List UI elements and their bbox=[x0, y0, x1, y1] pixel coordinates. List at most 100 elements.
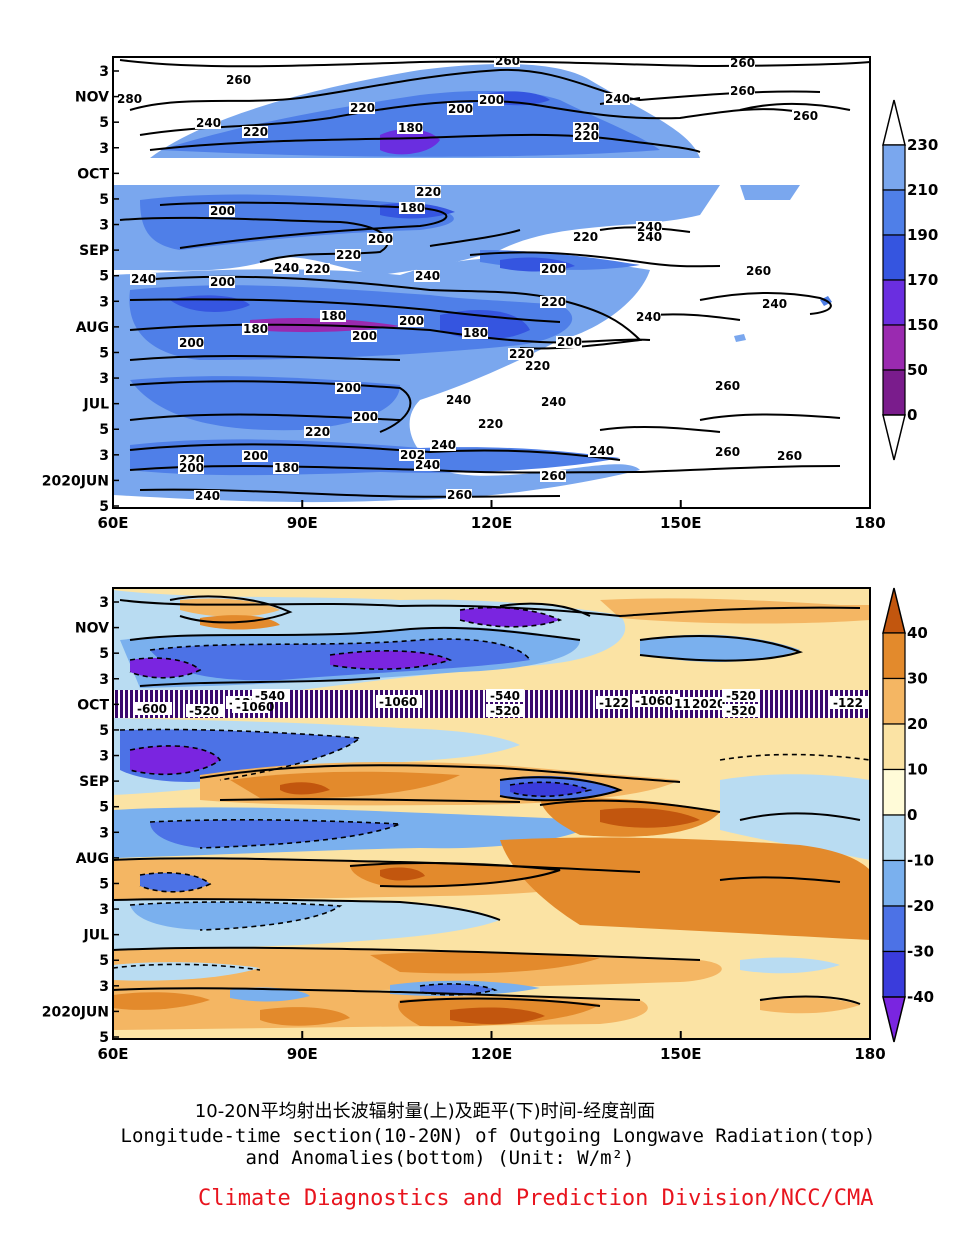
colorbar-label: 0 bbox=[907, 806, 917, 824]
contour-label: 260 bbox=[715, 445, 740, 459]
contour-label: 200 bbox=[448, 102, 473, 116]
contour-label: 240 bbox=[762, 297, 787, 311]
contour-label: 180 bbox=[463, 326, 488, 340]
colorbar-label: -20 bbox=[907, 897, 934, 915]
y-tick-label: SEP bbox=[79, 243, 109, 259]
contour-label: 220 bbox=[305, 262, 330, 276]
y-tick-label: 3 bbox=[99, 979, 109, 995]
contour-label: 202 bbox=[400, 448, 425, 462]
contour-label: 260 bbox=[447, 488, 472, 502]
y-tick-label: 5 bbox=[99, 646, 109, 662]
contour-label: 200 bbox=[541, 262, 566, 276]
contour-label: -1060 bbox=[236, 700, 274, 714]
contour-label: -1060 bbox=[379, 695, 417, 709]
contour-label: 200 bbox=[336, 381, 361, 395]
contour-label: 240 bbox=[589, 444, 614, 458]
contour-label: 240 bbox=[636, 310, 661, 324]
contour-label: 200 bbox=[179, 336, 204, 350]
contour-label: -540 bbox=[490, 689, 520, 703]
y-tick-label: 3 bbox=[99, 825, 109, 841]
top-contour-labels: 260 260 260 280 260 240 220 200 200 180 … bbox=[115, 54, 818, 503]
top-y-axis: 3 NOV 5 3 OCT 5 3 SEP 5 3 AUG 5 3 JUL 5 3 2020JUN 5 bbox=[42, 64, 119, 515]
colorbar-label: -30 bbox=[907, 943, 934, 961]
contour-label: -122 bbox=[833, 696, 863, 710]
x-tick-label: 180 bbox=[854, 514, 885, 532]
contour-label: 200 bbox=[179, 461, 204, 475]
top-shading bbox=[113, 64, 870, 503]
y-tick-label: 5 bbox=[99, 1030, 109, 1046]
contour-label: 240 bbox=[196, 116, 221, 130]
y-tick-label: AUG bbox=[76, 851, 109, 867]
contour-label: -520 bbox=[189, 704, 219, 718]
colorbar-label: 30 bbox=[907, 670, 928, 688]
y-tick-label: NOV bbox=[75, 90, 109, 106]
bottom-x-axis: 60E 90E 120E 150E 180 bbox=[97, 1031, 886, 1063]
credit-line: Climate Diagnostics and Prediction Divis… bbox=[198, 1186, 874, 1211]
caption-english-line2: and Anomalies(bottom) (Unit: W/m²) bbox=[245, 1147, 635, 1169]
contour-label: -520 bbox=[490, 704, 520, 718]
contour-label: 260 bbox=[226, 73, 251, 87]
contour-label: 220 bbox=[336, 248, 361, 262]
colorbar-label: 20 bbox=[907, 715, 928, 733]
colorbar-arrow-bottom bbox=[882, 414, 906, 461]
colorbar-label: 40 bbox=[907, 624, 928, 642]
colorbar-swatch bbox=[882, 814, 906, 862]
contour-label: 220 bbox=[573, 230, 598, 244]
contour-label: -520 bbox=[726, 704, 756, 718]
y-tick-label: 2020JUN bbox=[42, 1004, 109, 1020]
contour-label: 240 bbox=[637, 220, 662, 234]
x-tick-label: 180 bbox=[854, 1045, 885, 1063]
x-tick-label: 90E bbox=[287, 514, 318, 532]
contour-label: 220 bbox=[574, 129, 599, 143]
contour-label: 240 bbox=[541, 395, 566, 409]
colorbar-swatch bbox=[882, 632, 906, 680]
top-contours bbox=[119, 59, 870, 498]
top-colorbar: 230 210 190 170 150 50 0 bbox=[882, 99, 938, 461]
colorbar-label: 170 bbox=[907, 271, 938, 289]
contour-label: 180 bbox=[274, 461, 299, 475]
colorbar-swatch bbox=[882, 905, 906, 953]
x-tick-label: 150E bbox=[660, 1045, 702, 1063]
colorbar-swatch bbox=[882, 234, 906, 281]
y-tick-label: 3 bbox=[99, 672, 109, 688]
bottom-contours bbox=[113, 595, 861, 1007]
y-tick-label: AUG bbox=[76, 320, 109, 336]
contour-label: 260 bbox=[715, 379, 740, 393]
colorbar-label: 10 bbox=[907, 761, 928, 779]
contour-label: 180 bbox=[398, 121, 423, 135]
contour-label: 200 bbox=[352, 329, 377, 343]
contour-label: 200 bbox=[557, 335, 582, 349]
caption-english-line1: Longitude-time section(10-20N) of Outgoi… bbox=[120, 1125, 876, 1147]
contour-label: 240 bbox=[274, 261, 299, 275]
top-panel: 260 260 260 280 260 240 220 200 200 180 … bbox=[42, 54, 939, 532]
contour-label: 240 bbox=[195, 489, 220, 503]
contour-label: 260 bbox=[746, 264, 771, 278]
x-tick-label: 60E bbox=[97, 1045, 128, 1063]
y-tick-label: 3 bbox=[99, 448, 109, 464]
contour-label: 220 bbox=[243, 125, 268, 139]
x-tick-label: 150E bbox=[660, 514, 702, 532]
y-tick-label: 3 bbox=[99, 294, 109, 310]
y-tick-label: OCT bbox=[77, 166, 109, 182]
y-tick-label: 3 bbox=[99, 141, 109, 157]
y-tick-label: 5 bbox=[99, 192, 109, 208]
y-tick-label: OCT bbox=[77, 697, 109, 713]
colorbar-label: 150 bbox=[907, 316, 938, 334]
x-tick-label: 60E bbox=[97, 514, 128, 532]
y-tick-label: 5 bbox=[99, 499, 109, 515]
colorbar-label: 50 bbox=[907, 361, 928, 379]
contour-label: 240 bbox=[605, 92, 630, 106]
caption-chinese: 10-20N平均射出长波辐射量(上)及距平(下)时间-经度剖面 bbox=[194, 1101, 656, 1122]
contour-label: 220 bbox=[416, 185, 441, 199]
contour-label: 240 bbox=[131, 272, 156, 286]
contour-label: 220 bbox=[525, 359, 550, 373]
contour-label: 220 bbox=[478, 417, 503, 431]
colorbar-swatch bbox=[882, 859, 906, 907]
y-tick-label: 5 bbox=[99, 269, 109, 285]
contour-label: 200 bbox=[210, 204, 235, 218]
contour-label: 200 bbox=[210, 275, 235, 289]
x-tick-label: 120E bbox=[471, 514, 513, 532]
contour-label: 220 bbox=[305, 425, 330, 439]
bottom-colorbar: 40 30 20 10 0 -10 -20 -30 -40 bbox=[882, 587, 934, 1043]
y-tick-label: 3 bbox=[99, 218, 109, 234]
